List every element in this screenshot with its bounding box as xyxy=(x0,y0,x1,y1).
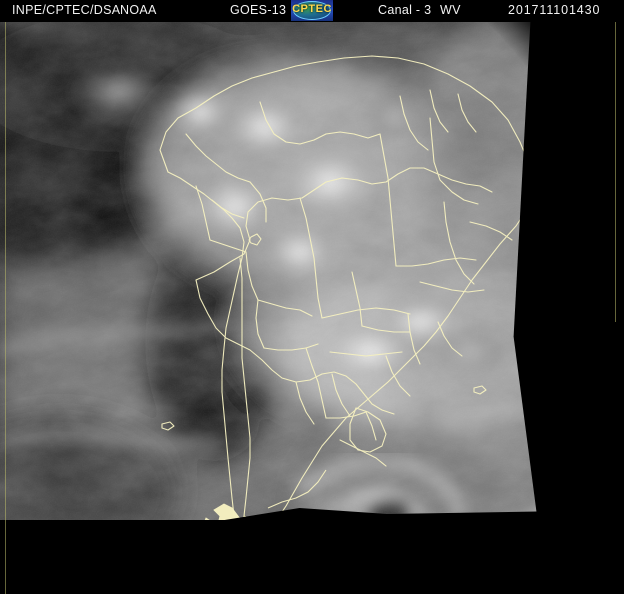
timestamp-label: 201711101430 xyxy=(508,3,601,17)
logo-text: CPTEC xyxy=(292,3,332,15)
cptec-logo-icon: CPTEC xyxy=(291,0,333,21)
agency-label: INPE/CPTEC/DSA xyxy=(12,3,121,17)
band-label: WV xyxy=(440,3,461,17)
channel-label: Canal - 3 xyxy=(378,3,432,17)
scan-cutoff-mask xyxy=(0,508,624,594)
logo-ellipse-shape xyxy=(293,1,331,20)
grid-line-left xyxy=(5,22,6,594)
image-header-bar: INPE/CPTEC/DSA NOAA GOES-13 CPTEC Canal … xyxy=(0,0,624,22)
satellite-label: GOES-13 xyxy=(230,3,287,17)
grid-line-right xyxy=(615,22,616,322)
satellite-image-frame: GOES-13 Water Vapour Channel 3 - South A… xyxy=(0,22,624,594)
operator-label: NOAA xyxy=(120,3,157,17)
